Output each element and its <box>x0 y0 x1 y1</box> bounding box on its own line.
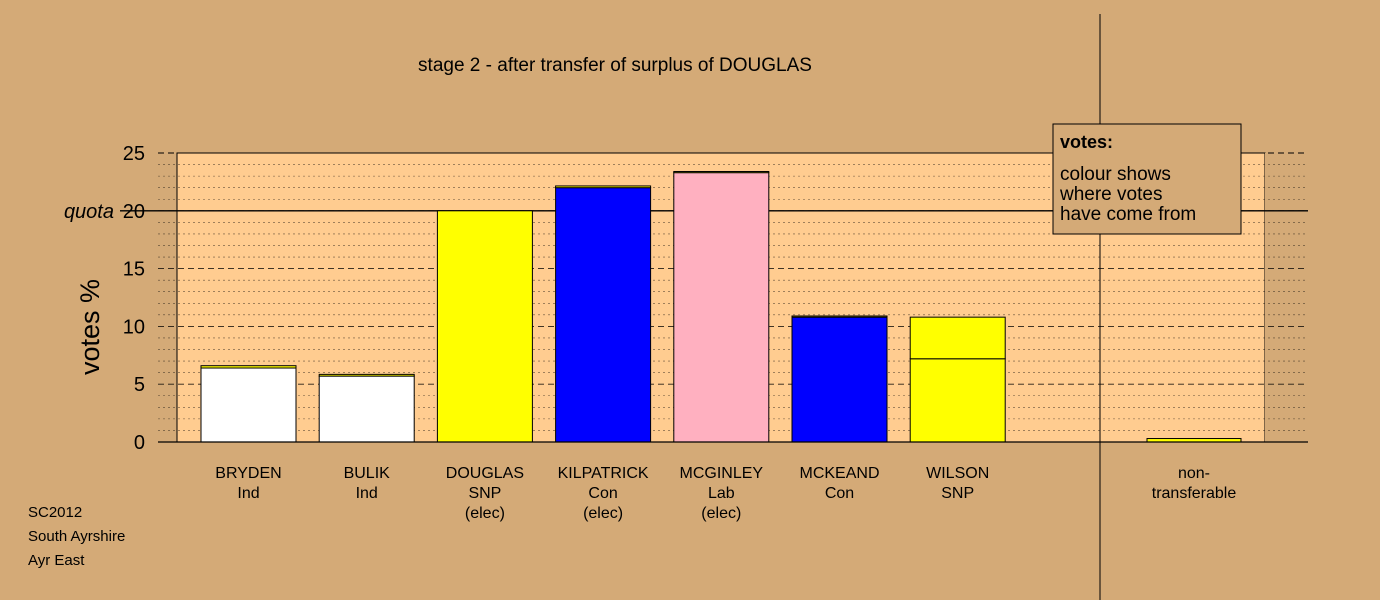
bar-segment <box>318 375 415 443</box>
footer-line: Ayr East <box>28 552 85 569</box>
x-tick-label: SNP <box>941 485 974 502</box>
bars <box>200 170 1242 443</box>
bar-segment <box>555 185 652 189</box>
y-tick-label: 25 <box>123 143 145 165</box>
x-tick-label: (elec) <box>701 505 741 522</box>
x-tick-label: Con <box>825 485 854 502</box>
y-tick-label: 10 <box>123 316 145 338</box>
x-tick-label: Lab <box>708 485 735 502</box>
bar-segment <box>200 365 297 369</box>
legend-line: where votes <box>1059 184 1162 205</box>
x-tick-label: BULIK <box>344 465 391 482</box>
y-tick-label: 5 <box>134 374 145 396</box>
bar-segment <box>436 210 533 443</box>
x-tick-label: KILPATRICK <box>558 465 649 482</box>
x-tick-label: DOUGLAS <box>446 465 524 482</box>
y-tick-label: 20 <box>123 201 145 223</box>
bar-segment <box>791 315 888 318</box>
bar-segment <box>673 172 770 443</box>
x-tick-label: Ind <box>356 485 378 502</box>
bar-segment <box>318 373 415 377</box>
x-tick-label: Ind <box>237 485 259 502</box>
legend-line: colour shows <box>1060 164 1171 185</box>
y-axis-label: votes % <box>75 279 105 375</box>
footer: SC2012 South Ayrshire Ayr East <box>28 504 125 569</box>
y-ticks: 0 5 10 15 20 25 <box>123 143 145 454</box>
quota-label: quota <box>64 201 114 223</box>
x-tick-label: (elec) <box>583 505 623 522</box>
legend-title: votes: <box>1060 132 1113 152</box>
bar-segment <box>200 367 297 443</box>
x-tick-label: MCKEAND <box>799 465 879 482</box>
x-tick-label: Con <box>588 485 617 502</box>
chart-title: stage 2 - after transfer of surplus of D… <box>418 55 812 76</box>
bar-segment <box>673 170 770 174</box>
x-tick-label: MCGINLEY <box>680 465 764 482</box>
legend: votes: colour shows where votes have com… <box>1052 123 1242 235</box>
footer-line: SC2012 <box>28 504 82 521</box>
x-tick-label: transferable <box>1152 485 1237 502</box>
bar-segment <box>555 187 652 443</box>
x-tick-label: WILSON <box>926 465 989 482</box>
x-tick-label: non- <box>1178 465 1210 482</box>
bar-segment <box>791 316 888 443</box>
y-tick-label: 15 <box>123 259 145 281</box>
y-tick-label: 0 <box>134 432 145 454</box>
legend-line: have come from <box>1060 204 1196 225</box>
bar-segment <box>909 316 1006 360</box>
x-tick-label: BRYDEN <box>215 465 281 482</box>
x-tick-label: (elec) <box>465 505 505 522</box>
non-transferable-panel <box>1265 153 1308 442</box>
legend-box <box>1052 123 1242 235</box>
x-labels: BRYDEN Ind BULIK Ind DOUGLAS SNP (elec) KILPATR… <box>215 465 1236 522</box>
bar-segment <box>909 358 1006 443</box>
footer-line: South Ayrshire <box>28 528 125 545</box>
x-tick-label: SNP <box>468 485 501 502</box>
